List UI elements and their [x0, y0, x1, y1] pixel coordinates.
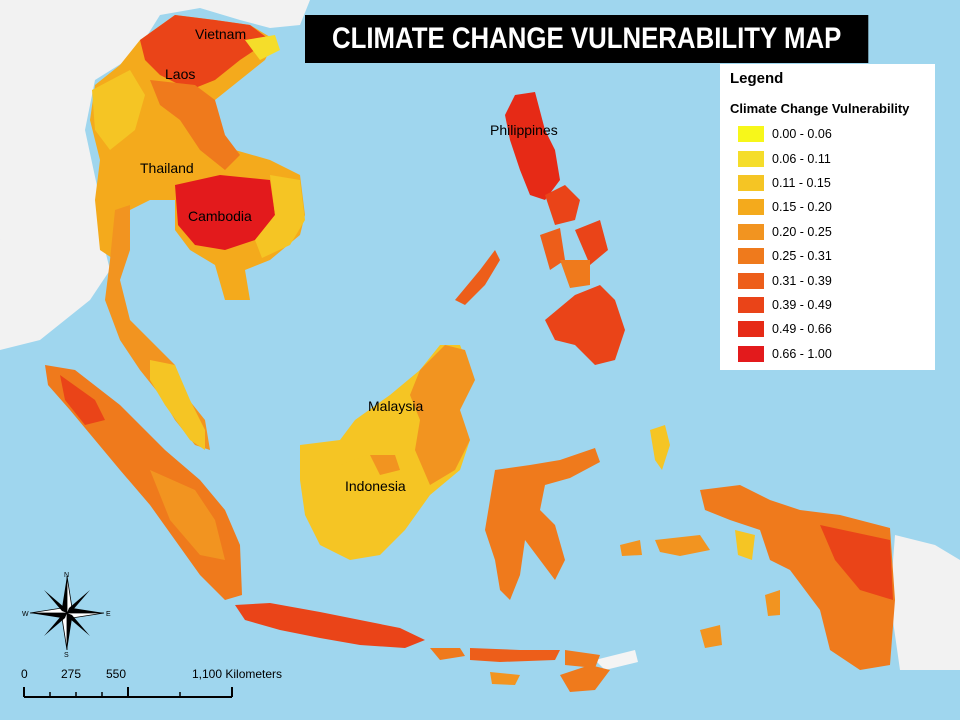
land-timor-leste — [595, 650, 638, 670]
legend-swatch — [738, 199, 764, 216]
scale-tick-275: 275 — [61, 667, 82, 681]
compass-letter-w: W — [22, 611, 29, 618]
compass-letter-s: S — [64, 652, 69, 658]
region-south-vietnam — [255, 175, 305, 258]
legend-label: 0.25 - 0.31 — [772, 249, 832, 264]
island-aru — [765, 590, 780, 616]
island-timor-west — [560, 665, 610, 692]
island-sulawesi — [485, 448, 600, 600]
legend-label: 0.49 - 0.66 — [772, 322, 832, 337]
legend-panel: Legend Climate Change Vulnerability 0.00… — [720, 64, 935, 370]
region-luzon-south — [545, 185, 580, 225]
legend-swatch — [738, 248, 764, 265]
legend-subtitle: Climate Change Vulnerability — [730, 101, 910, 116]
legend-row: 0.49 - 0.66 — [738, 317, 832, 341]
label-thailand: Thailand — [140, 160, 194, 176]
scale-bar — [23, 687, 233, 698]
legend-label: 0.39 - 0.49 — [772, 297, 832, 312]
legend-label: 0.06 - 0.11 — [772, 151, 831, 166]
legend-swatch — [738, 223, 764, 240]
island-tanimbar — [700, 625, 722, 648]
region-cambodia — [175, 175, 275, 250]
legend-swatch — [738, 345, 764, 362]
compass-letter-e: E — [106, 611, 111, 618]
region-kalimantan-spot — [370, 455, 400, 475]
island-visayas-3 — [560, 260, 590, 288]
label-malaysia: Malaysia — [368, 398, 424, 414]
label-indonesia: Indonesia — [345, 478, 406, 494]
island-sumbawa-flores — [470, 648, 560, 662]
legend-row: 0.66 - 1.00 — [738, 342, 832, 366]
legend-title: Legend — [730, 70, 784, 87]
island-visayas-1 — [540, 228, 565, 270]
legend-label: 0.15 - 0.20 — [772, 200, 832, 215]
region-sumatra-east — [150, 470, 225, 560]
region-papua-highlands — [820, 525, 893, 600]
compass-letter-n: N — [64, 572, 69, 579]
legend-label: 0.11 - 0.15 — [772, 175, 831, 190]
region-north-vietnam-laos — [140, 15, 270, 90]
scale-tick-1100: 1,100 Kilometers — [192, 667, 283, 681]
label-philippines: Philippines — [490, 122, 558, 138]
legend-row: 0.39 - 0.49 — [738, 293, 832, 317]
island-bali-lombok — [430, 648, 465, 660]
island-kei — [735, 530, 755, 560]
island-mindanao — [545, 285, 625, 365]
legend-items: 0.00 - 0.06 0.06 - 0.11 0.11 - 0.15 0.15 - … — [738, 122, 832, 366]
legend-swatch — [738, 126, 764, 143]
label-vietnam: Vietnam — [195, 26, 247, 42]
island-halmahera — [650, 425, 670, 470]
island-java — [235, 603, 425, 648]
legend-swatch — [738, 150, 764, 167]
legend-label: 0.20 - 0.25 — [772, 224, 832, 239]
island-sumba — [490, 672, 520, 685]
legend-row: 0.31 - 0.39 — [738, 268, 832, 292]
legend-label: 0.66 - 1.00 — [772, 346, 832, 361]
island-visayas-2 — [575, 220, 608, 265]
land-outside-west — [0, 220, 110, 350]
region-north-thailand — [92, 70, 145, 150]
region-central-kalimantan — [340, 450, 415, 535]
legend-row: 0.20 - 0.25 — [738, 220, 832, 244]
scale-tick-550: 550 — [106, 667, 127, 681]
legend-row: 0.00 - 0.06 — [738, 122, 832, 146]
legend-label: 0.00 - 0.06 — [772, 127, 832, 142]
island-seram — [655, 535, 710, 556]
region-peninsular-malaysia — [150, 360, 205, 450]
scale-tick-0: 0 — [21, 667, 28, 681]
compass-rose: N S W E — [22, 572, 111, 658]
legend-swatch — [738, 296, 764, 313]
legend-swatch — [738, 321, 764, 338]
region-laos — [150, 80, 240, 170]
legend-row: 0.25 - 0.31 — [738, 244, 832, 268]
legend-swatch — [738, 174, 764, 191]
label-laos: Laos — [165, 66, 196, 82]
land-png — [890, 535, 960, 670]
land-outside-north — [0, 0, 310, 240]
legend-swatch — [738, 272, 764, 289]
legend-row: 0.11 - 0.15 — [738, 171, 832, 195]
legend-row: 0.06 - 0.11 — [738, 146, 832, 170]
legend-label: 0.31 - 0.39 — [772, 273, 832, 288]
region-vietnam-ne — [245, 35, 280, 60]
island-luzon — [505, 92, 560, 200]
island-alor — [565, 650, 600, 668]
region-sabah-east-kalimantan — [410, 345, 475, 485]
island-palawan — [455, 250, 500, 305]
label-cambodia: Cambodia — [188, 208, 252, 224]
legend-row: 0.15 - 0.20 — [738, 195, 832, 219]
region-aceh — [60, 375, 105, 425]
map-title: CLIMATE CHANGE VULNERABILITY MAP — [305, 15, 869, 63]
island-buru — [620, 540, 642, 556]
